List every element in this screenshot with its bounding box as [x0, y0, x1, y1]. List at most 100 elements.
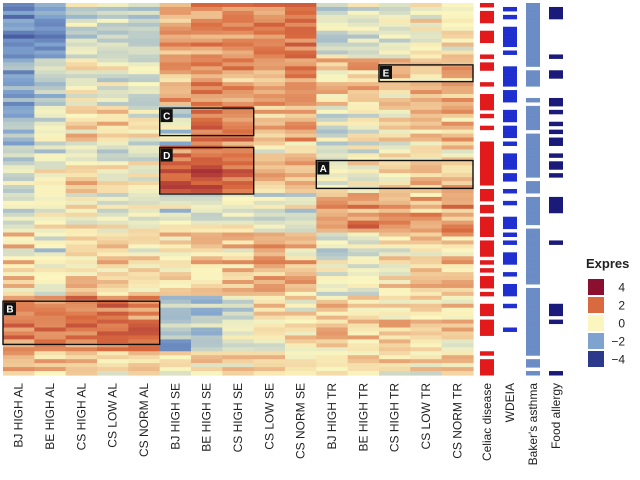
heatmap-cell: [34, 74, 67, 79]
heatmap-cell: [34, 86, 67, 91]
heatmap-cell: [65, 268, 98, 273]
annotation-bar: [549, 10, 563, 16]
heatmap-cell: [253, 363, 286, 368]
heatmap-cell: [65, 208, 98, 214]
heatmap-cell: [3, 307, 35, 313]
heatmap-cell: [379, 94, 411, 99]
heatmap-cell: [191, 157, 223, 162]
heatmap-cell: [191, 161, 223, 166]
annotation-bar: [480, 283, 494, 289]
heatmap-cell: [128, 149, 161, 154]
heatmap-cell: [253, 236, 286, 242]
heatmap-cell: [410, 331, 443, 337]
heatmap-cell: [222, 335, 255, 340]
heatmap-cell: [410, 303, 443, 309]
heatmap-cell: [128, 315, 161, 321]
heatmap-cell: [191, 327, 223, 333]
heatmap-cell: [3, 161, 35, 166]
annotation-bar: [549, 371, 563, 376]
heatmap-cell: [316, 3, 349, 8]
heatmap-cell: [253, 145, 286, 151]
heatmap-cell: [65, 22, 98, 28]
heatmap-cell: [3, 343, 35, 348]
heatmap-cell: [34, 303, 67, 309]
heatmap-cell: [191, 196, 223, 202]
annotation-bar: [526, 173, 540, 178]
annotation-bar: [549, 121, 563, 127]
heatmap-cell: [347, 70, 380, 75]
heatmap-cell: [191, 30, 223, 36]
heatmap-cell: [128, 204, 161, 210]
annotation-bar: [503, 283, 517, 289]
heatmap-cell: [379, 200, 411, 206]
heatmap-cell: [253, 18, 286, 24]
heatmap-cell: [128, 339, 161, 344]
heatmap-cell: [34, 192, 67, 198]
heatmap-cell: [128, 363, 161, 368]
heatmap-cell: [191, 141, 223, 147]
column-label: CS HIGH SE: [231, 383, 245, 452]
annotation-bar: [526, 46, 540, 51]
heatmap-cell: [285, 299, 317, 305]
heatmap-cell: [410, 287, 443, 293]
heatmap-cell: [285, 287, 317, 293]
heatmap-cell: [253, 22, 286, 28]
heatmap-cell: [34, 244, 67, 249]
heatmap-cell: [253, 125, 286, 131]
heatmap-cell: [65, 343, 98, 348]
heatmap-cell: [379, 38, 411, 44]
heatmap-cell: [34, 236, 67, 242]
heatmap-cell: [285, 192, 317, 198]
heatmap-cell: [441, 14, 474, 20]
heatmap-cell: [316, 30, 349, 36]
heatmap-cell: [34, 268, 67, 273]
heatmap-cell: [222, 339, 255, 344]
heatmap-cell: [410, 153, 443, 158]
annotation-bar: [480, 359, 494, 364]
annotation-bar: [503, 303, 517, 309]
heatmap-cell: [97, 181, 129, 186]
annotation-bar: [503, 94, 517, 99]
annotation-bar: [480, 276, 494, 281]
heatmap-cell: [34, 105, 67, 111]
heatmap-cell: [285, 10, 317, 16]
annotation-bar: [503, 117, 517, 123]
heatmap-cell: [65, 200, 98, 206]
heatmap-cell: [285, 264, 317, 269]
heatmap-cell: [159, 208, 192, 214]
heatmap-cell: [285, 177, 317, 182]
heatmap-cell: [379, 82, 411, 87]
annotation-bar: [503, 165, 517, 170]
heatmap-cell: [222, 299, 255, 305]
heatmap-cell: [34, 177, 67, 182]
heatmap-cell: [128, 86, 161, 91]
heatmap-cell: [34, 363, 67, 368]
heatmap-cell: [410, 145, 443, 151]
heatmap-cell: [379, 359, 411, 364]
heatmap-cell: [285, 34, 317, 40]
heatmap-cell: [65, 133, 98, 139]
heatmap-cell: [97, 260, 129, 265]
heatmap-cell: [379, 129, 411, 135]
heatmap-cell: [97, 90, 129, 95]
heatmap-cell: [316, 240, 349, 246]
heatmap-cell: [410, 319, 443, 325]
heatmap-cell: [253, 260, 286, 265]
heatmap-cell: [3, 272, 35, 277]
heatmap-cell: [159, 339, 192, 344]
heatmap-cell: [347, 161, 380, 166]
highlight-box-label: D: [163, 151, 170, 162]
heatmap-cell: [379, 192, 411, 198]
heatmap-cell: [128, 208, 161, 214]
heatmap-cell: [410, 177, 443, 182]
heatmap-cell: [97, 224, 129, 230]
heatmap-cell: [128, 113, 161, 119]
annotation-bar: [549, 319, 563, 325]
heatmap-cell: [159, 264, 192, 269]
heatmap-cell: [34, 216, 67, 222]
heatmap-cell: [347, 50, 380, 56]
heatmap-cell: [97, 339, 129, 344]
heatmap-cell: [316, 268, 349, 273]
heatmap-cell: [3, 42, 35, 48]
heatmap-cell: [128, 224, 161, 230]
